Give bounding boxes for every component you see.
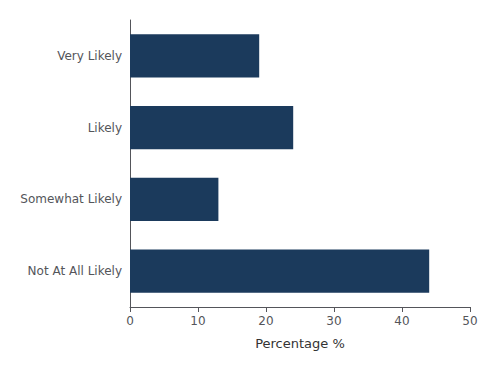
svg-text:20: 20 (258, 314, 273, 328)
svg-text:Percentage %: Percentage % (255, 336, 345, 351)
svg-text:Not At All Likely: Not At All Likely (28, 264, 122, 278)
svg-text:40: 40 (394, 314, 409, 328)
svg-text:0: 0 (126, 314, 134, 328)
svg-text:Somewhat Likely: Somewhat Likely (20, 192, 122, 206)
svg-text:10: 10 (190, 314, 205, 328)
svg-text:50: 50 (462, 314, 477, 328)
svg-text:Very Likely: Very Likely (57, 49, 122, 63)
svg-text:Likely: Likely (88, 121, 122, 135)
svg-text:30: 30 (326, 314, 341, 328)
